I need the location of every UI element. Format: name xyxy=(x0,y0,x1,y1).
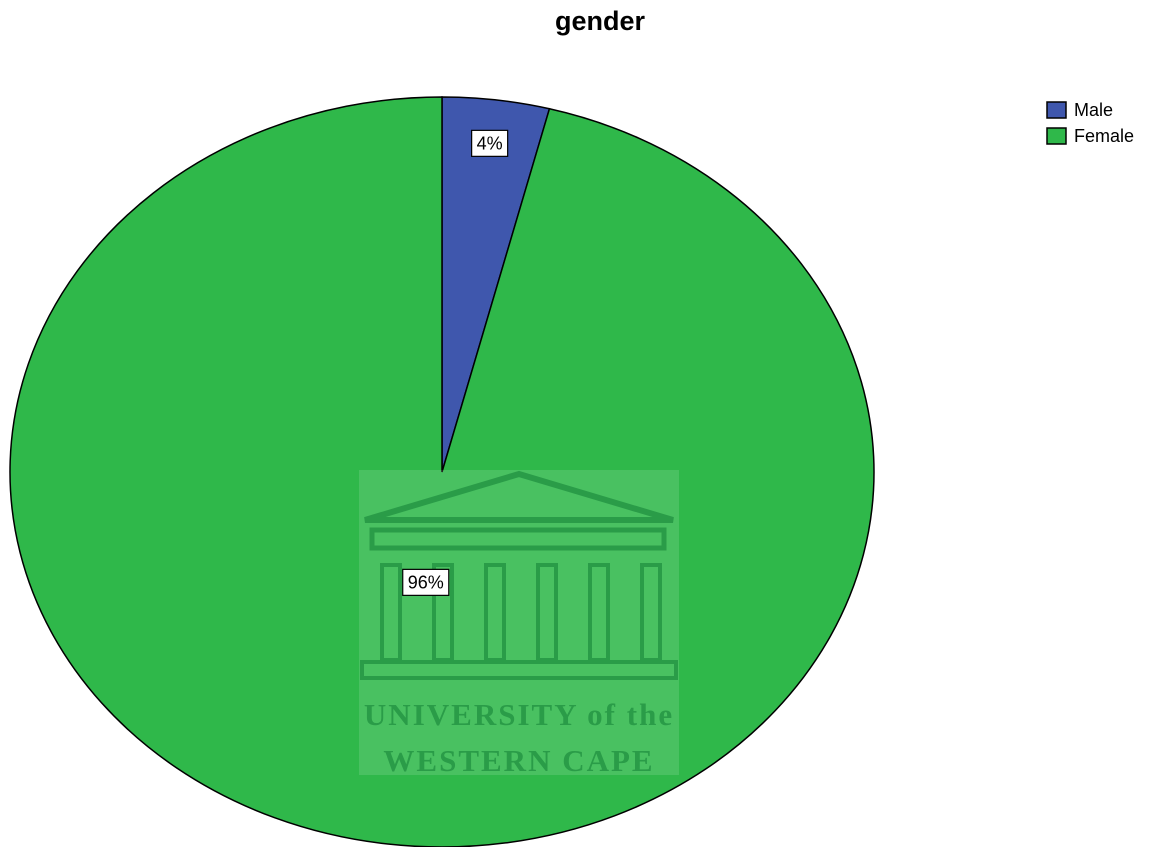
watermark-text: WESTERN CAPE xyxy=(383,743,654,778)
legend-swatch xyxy=(1046,127,1067,145)
data-label: 4% xyxy=(477,133,503,153)
watermark: UNIVERSITY of the WESTERN CAPE xyxy=(359,470,679,778)
watermark-base xyxy=(360,660,678,680)
legend-swatch xyxy=(1046,101,1067,119)
data-label: 96% xyxy=(408,572,444,592)
watermark-text: UNIVERSITY of the xyxy=(364,697,674,732)
legend-label: Female xyxy=(1074,126,1134,146)
chart-title: gender xyxy=(555,6,646,36)
data-label-box xyxy=(402,568,450,596)
watermark-roof xyxy=(364,470,674,523)
watermark-beam xyxy=(369,527,667,551)
data-label-box xyxy=(471,129,509,157)
legend-label: Male xyxy=(1074,100,1113,120)
